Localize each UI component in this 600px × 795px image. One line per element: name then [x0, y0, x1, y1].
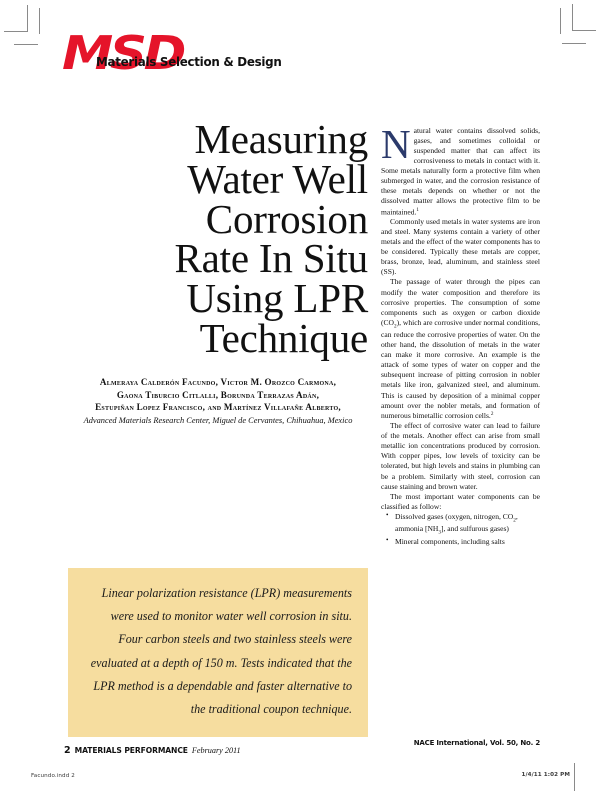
body-paragraph-1: Natural water contains dissolved solids,… [381, 121, 540, 217]
author-line: Estupiñan Lopez Francisco, and Martínez … [95, 402, 341, 413]
abstract-text: Linear polarization resistance (LPR) mea… [90, 586, 352, 717]
title-line: Using LPR [186, 275, 368, 322]
crop-mark-top-left-horizontal-outer [4, 31, 28, 32]
author-affiliation: Advanced Materials Research Center, Migu… [83, 416, 353, 426]
issue-date: February 2011 [191, 746, 241, 755]
reference-mark: 2 [490, 410, 494, 417]
section-title: Materials Selection & Design [96, 54, 282, 69]
crop-mark-top-left-vertical-inner [39, 8, 40, 34]
body-text-column: Natural water contains dissolved solids,… [381, 121, 540, 547]
list-item: Mineral components, including salts [386, 536, 540, 547]
msd-logo: MSD [62, 26, 186, 80]
title-line: Water Well [187, 155, 368, 202]
author-list: Almeraya Calderón Facundo, Victor M. Oro… [68, 376, 368, 415]
page-footer: 2 MATERIALS PERFORMANCE February 2011 [64, 745, 241, 756]
author-line: Almeraya Calderón Facundo, Victor M. Oro… [99, 376, 337, 387]
title-line: Technique [199, 314, 369, 361]
title-line: Corrosion [205, 195, 368, 242]
crop-mark-top-left-vertical-outer [27, 5, 28, 31]
title-line: Measuring [194, 116, 368, 162]
article-header-column: Measuring Water Well Corrosion Rate In S… [68, 116, 369, 426]
abstract-callout-box: Linear polarization resistance (LPR) mea… [68, 568, 368, 738]
reference-mark: 1 [416, 206, 420, 213]
nace-credit: NACE International, Vol. 50, No. 2 [413, 739, 540, 747]
water-components-list: Dissolved gases (oxygen, nitrogen, CO2, … [381, 511, 540, 547]
body-paragraph-2: Commonly used metals in water systems ar… [381, 217, 540, 277]
body-paragraph-4: The effect of corrosive water can lead t… [381, 421, 540, 491]
print-file-slug: Facundo.indd 2 [31, 773, 75, 779]
page-title: Measuring Water Well Corrosion Rate In S… [68, 116, 369, 361]
list-item: Dissolved gases (oxygen, nitrogen, CO2, … [386, 511, 540, 537]
title-line: Rate In Situ [174, 235, 369, 282]
crop-mark-top-right-horizontal-outer [572, 30, 596, 31]
crop-mark-top-left-horizontal-inner [14, 44, 38, 45]
crop-mark-top-right-horizontal-inner [562, 43, 586, 44]
author-line: Gaona Tiburcio Citlalli, Borunda Terraza… [116, 389, 320, 400]
publication-name: MATERIALS PERFORMANCE [74, 746, 188, 755]
page-number: 2 [64, 745, 71, 756]
paragraph-text: The passage of water through the pipes c… [381, 277, 540, 421]
crop-mark-top-right-vertical-outer [572, 4, 573, 30]
print-timestamp: 1/4/11 1:02 PM [521, 772, 570, 778]
section-masthead: MSD Materials Selection & Design [62, 30, 352, 78]
body-paragraph-3: The passage of water through the pipes c… [381, 277, 540, 421]
crop-mark-bottom-right-vertical [574, 763, 575, 791]
crop-mark-top-right-vertical-inner [560, 8, 561, 34]
paragraph-text: Natural water contains dissolved solids,… [381, 121, 540, 217]
body-paragraph-5: The most important water components can … [381, 491, 540, 511]
